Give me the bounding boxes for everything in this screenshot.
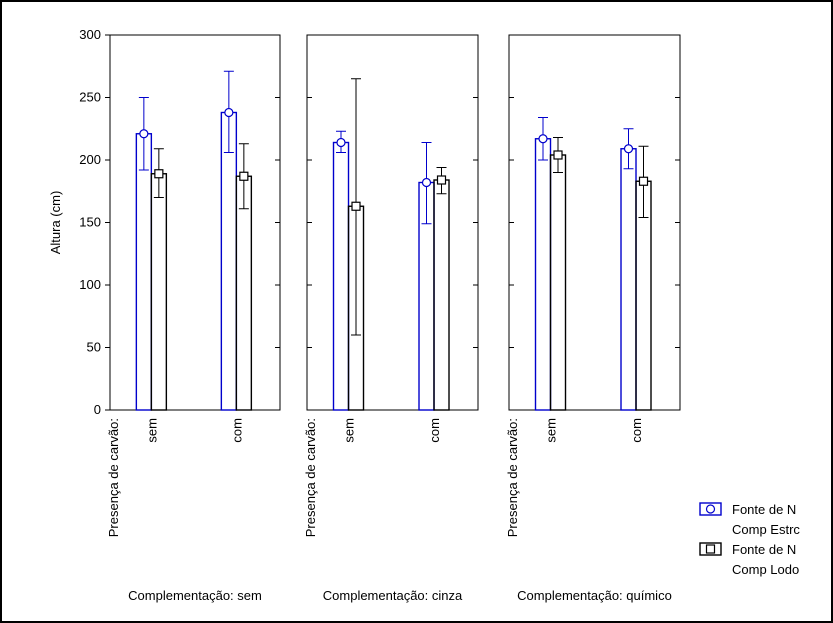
legend-label-line2: Comp Lodo	[732, 562, 799, 577]
y-tick-label: 100	[79, 277, 101, 292]
bar	[150, 173, 168, 411]
factor-label: Presença de carvão:	[505, 418, 520, 537]
legend-label-line1: Fonte de N	[732, 502, 796, 517]
legend-label-line1: Fonte de N	[732, 542, 796, 557]
data-point	[638, 176, 649, 186]
category-label: sem	[144, 418, 159, 443]
y-tick-label: 300	[79, 27, 101, 42]
bar	[235, 175, 253, 411]
y-tick-label: 150	[79, 215, 101, 230]
data-point	[538, 134, 548, 144]
y-tick-label: 250	[79, 90, 101, 105]
y-tick-label: 200	[79, 152, 101, 167]
data-point	[421, 177, 432, 188]
bar	[620, 148, 637, 411]
data-point	[336, 137, 346, 148]
panel-title: Complementação: químico	[517, 588, 672, 603]
y-axis-title: Altura (cm)	[48, 191, 63, 255]
bar	[135, 133, 153, 411]
data-point	[139, 129, 149, 139]
bar	[332, 141, 350, 411]
data-point	[224, 107, 234, 118]
panel-frame	[109, 34, 281, 411]
factor-label: Presença de carvão:	[106, 418, 121, 537]
y-tick-label: 50	[87, 340, 101, 355]
bar	[433, 179, 450, 411]
data-point	[154, 169, 164, 179]
bar	[549, 154, 567, 411]
panel-title: Complementação: sem	[128, 588, 262, 603]
panel-frame	[306, 34, 479, 411]
legend-label-line2: Comp Estrc	[732, 522, 800, 537]
factor-label: Presença de carvão:	[303, 418, 318, 537]
bar	[220, 111, 238, 411]
data-point	[351, 201, 361, 211]
legend-marker	[705, 544, 716, 554]
category-label: com	[427, 418, 442, 443]
data-point	[239, 171, 249, 181]
data-point	[553, 150, 563, 160]
category-label: com	[629, 418, 644, 443]
legend-marker	[705, 504, 716, 514]
category-label: sem	[342, 418, 357, 443]
y-tick-label: 0	[94, 402, 101, 417]
data-point	[623, 144, 634, 154]
category-label: com	[229, 418, 244, 443]
panel-frame	[508, 34, 681, 411]
category-label: sem	[544, 418, 559, 443]
data-point	[436, 175, 447, 185]
panel-title: Complementação: cinza	[323, 588, 463, 603]
bar	[534, 138, 552, 411]
